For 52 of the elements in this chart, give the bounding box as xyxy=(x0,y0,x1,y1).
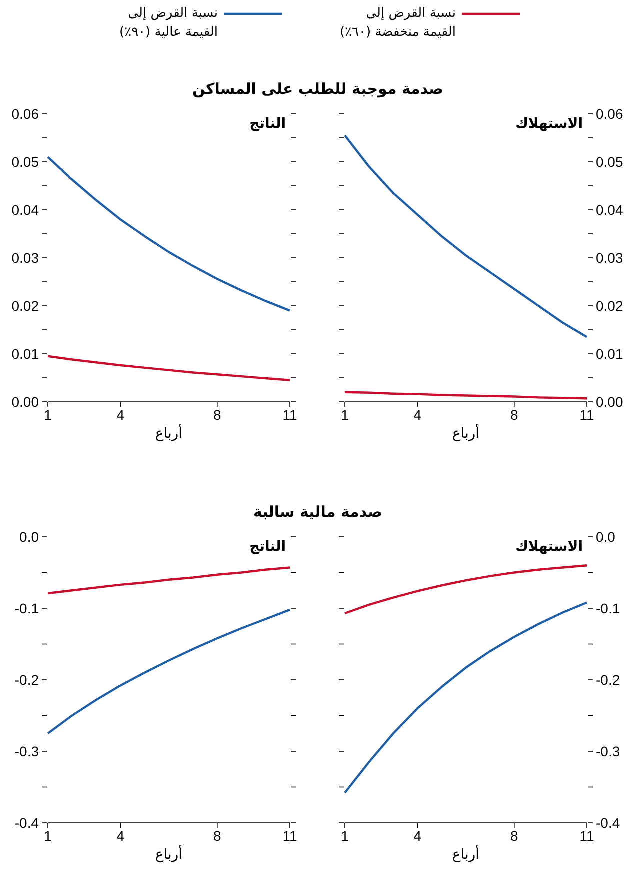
xlabel: أرباع xyxy=(154,426,184,442)
y-tick-label: 0.03 xyxy=(596,250,624,266)
y-tick-label: -0.4 xyxy=(596,815,620,831)
annotation: الناتج xyxy=(250,116,286,132)
xlabel: أرباع xyxy=(451,847,481,863)
y-tick-label: 0.04 xyxy=(596,202,624,218)
annotation: الاستهلاك xyxy=(516,539,583,555)
y-tick-label: -0.1 xyxy=(596,600,620,616)
x-tick-label: 1 xyxy=(341,828,349,844)
x-tick-label: 1 xyxy=(44,407,52,423)
y-tick-label: 0.00 xyxy=(596,394,624,410)
legend-label: نسبة القرض إلى القيمة منخفضة (٦٠٪) xyxy=(338,5,456,42)
x-tick-label: 11 xyxy=(282,828,298,844)
x-tick-label: 4 xyxy=(116,407,124,423)
x-tick-label: 11 xyxy=(282,407,298,423)
y-tick-label: -0.3 xyxy=(596,744,620,760)
y-tick-label: 0.06 xyxy=(12,106,39,122)
y-tick-label: -0.1 xyxy=(14,600,39,616)
y-tick-label: 0.05 xyxy=(596,154,624,170)
y-tick-label: -0.2 xyxy=(14,672,39,688)
x-tick-label: 4 xyxy=(414,828,422,844)
x-tick-label: 8 xyxy=(214,407,222,423)
y-tick-label: 0.03 xyxy=(12,250,39,266)
y-tick-label: 0.00 xyxy=(12,394,39,410)
x-tick-label: 8 xyxy=(510,407,518,423)
xlabel: أرباع xyxy=(451,426,481,442)
legend-label: نسبة القرض إلى القيمة عالية (٩٠٪) xyxy=(118,5,218,42)
y-tick-label: 0.02 xyxy=(596,298,624,314)
y-tick-label: 0.01 xyxy=(12,346,39,362)
title: صدمة موجبة للطلب على المساكن xyxy=(191,80,444,98)
y-tick-label: 0.06 xyxy=(596,106,624,122)
y-tick-label: 0.04 xyxy=(12,202,39,218)
y-tick-label: 0.0 xyxy=(20,529,39,545)
x-tick-label: 1 xyxy=(341,407,349,423)
y-tick-label: 0.02 xyxy=(12,298,39,314)
y-tick-label: 0.0 xyxy=(596,529,616,545)
x-tick-label: 11 xyxy=(580,407,594,423)
y-tick-label: 0.01 xyxy=(596,346,624,362)
y-tick-label: -0.4 xyxy=(14,815,39,831)
x-tick-label: 8 xyxy=(214,828,222,844)
y-tick-label: -0.2 xyxy=(596,672,620,688)
x-tick-label: 11 xyxy=(580,828,594,844)
y-tick-label: -0.3 xyxy=(14,744,39,760)
x-tick-label: 8 xyxy=(510,828,518,844)
xlabel: أرباع xyxy=(154,847,184,863)
x-tick-label: 1 xyxy=(44,828,52,844)
annotation: الاستهلاك xyxy=(516,116,583,132)
x-tick-label: 4 xyxy=(116,828,124,844)
x-tick-label: 4 xyxy=(414,407,422,423)
annotation: الناتج xyxy=(250,539,286,555)
title: صدمة مالية سالبة xyxy=(252,503,384,521)
y-tick-label: 0.05 xyxy=(12,154,39,170)
